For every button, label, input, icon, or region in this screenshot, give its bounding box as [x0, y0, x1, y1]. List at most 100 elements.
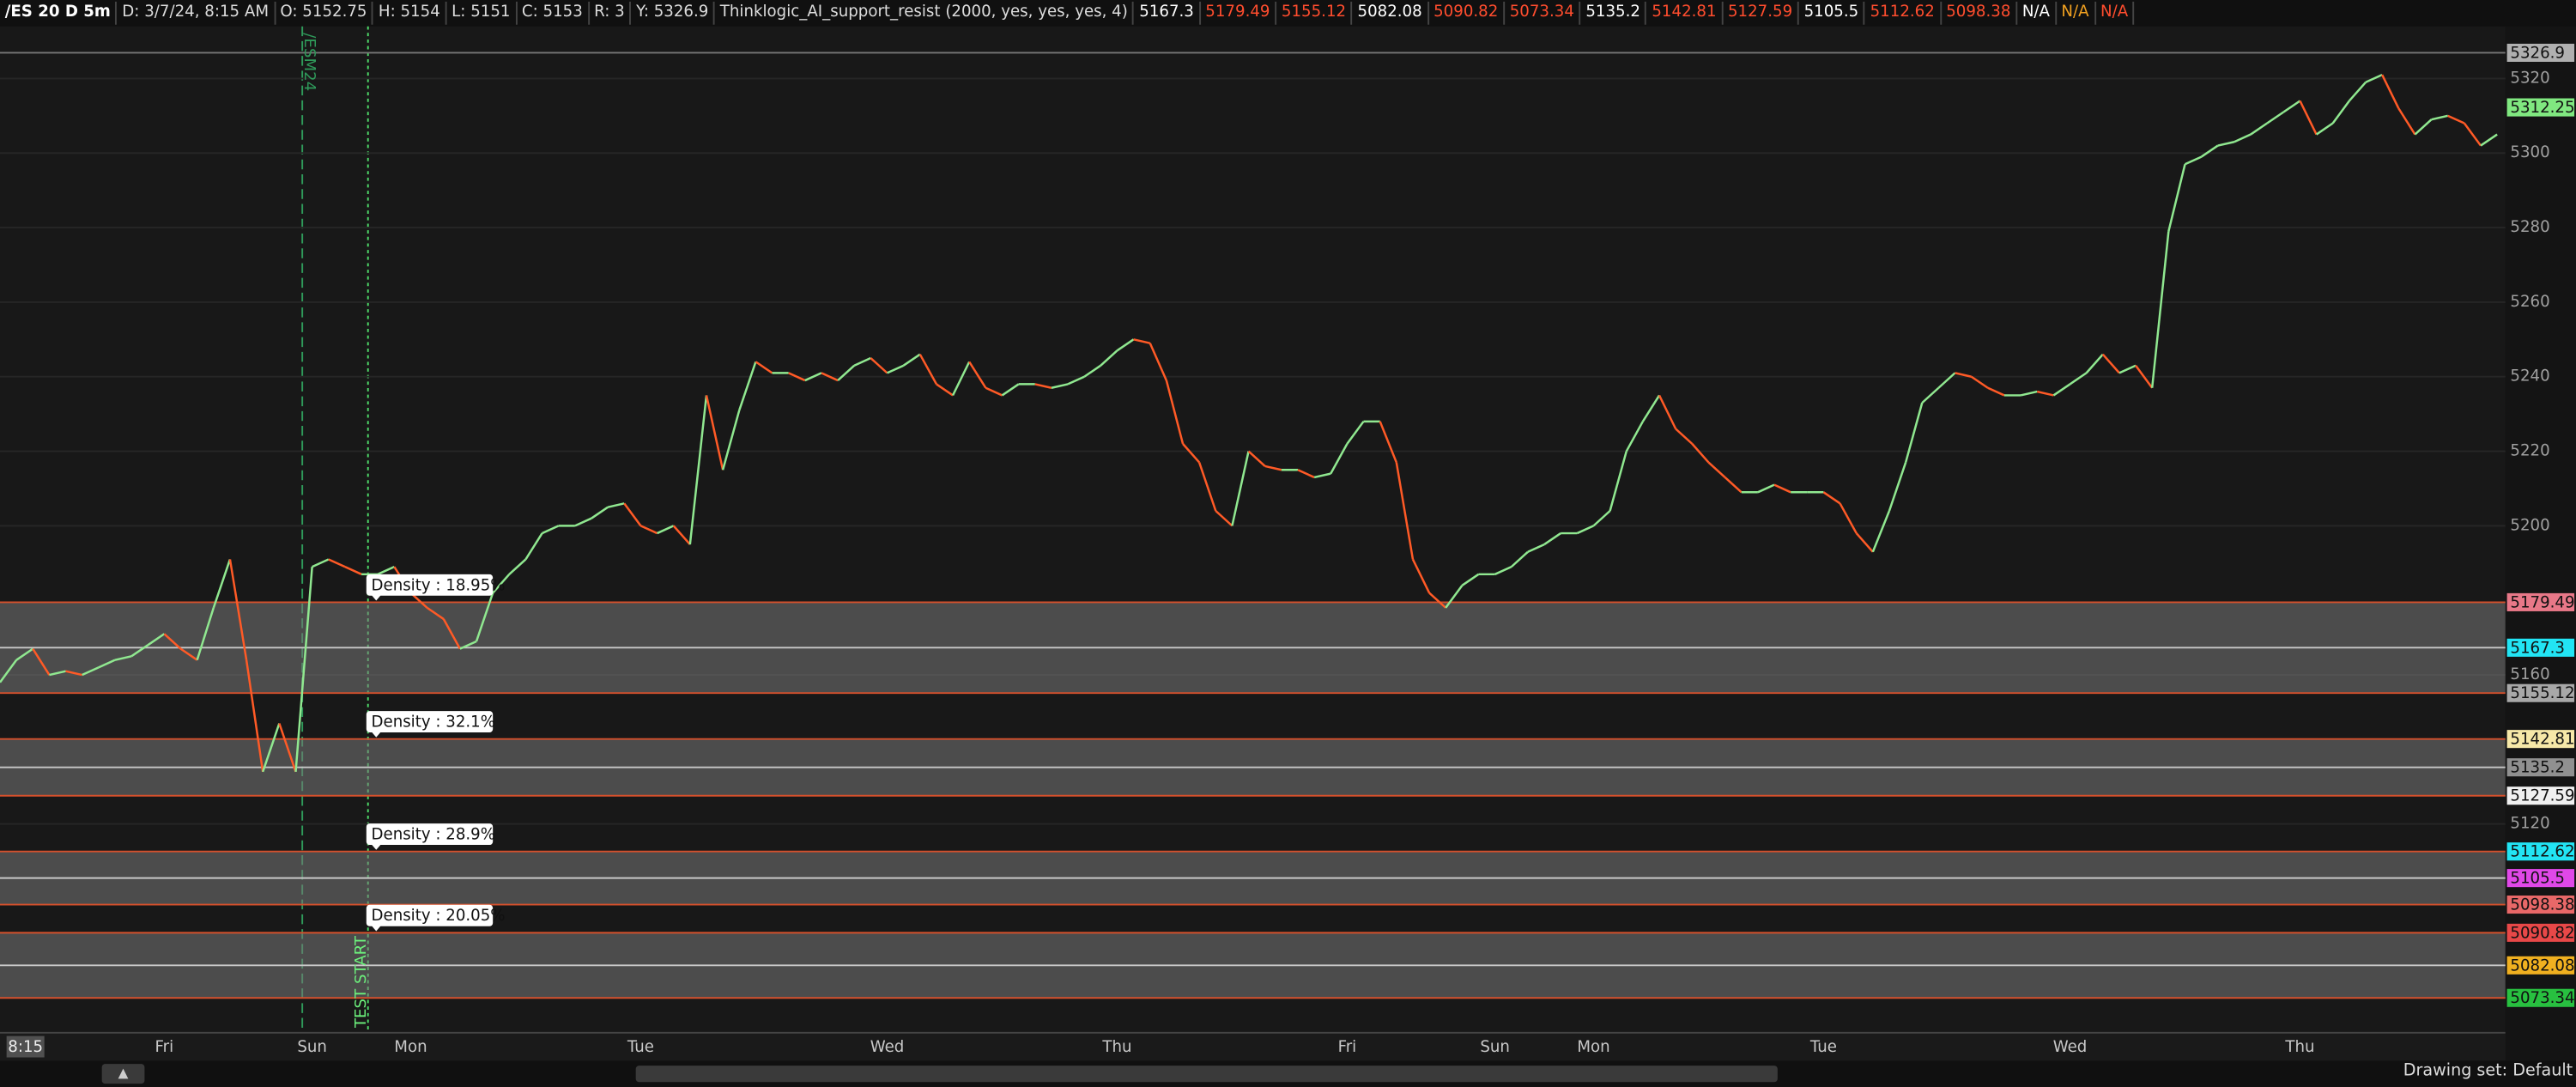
- price-segment: [1691, 443, 1710, 464]
- study-value: 5112.62: [1865, 1, 1942, 25]
- study-value: N/A: [2095, 1, 2135, 25]
- density-box: [366, 711, 494, 732]
- price-segment: [15, 647, 33, 661]
- price-label-bg: [2506, 592, 2575, 611]
- price-label: 5142.81: [2510, 731, 2574, 749]
- price-segment: [1215, 510, 1233, 527]
- price-label-bg: [2506, 43, 2575, 63]
- price-label: 5167.3: [2510, 639, 2565, 657]
- price-segment: [1001, 383, 1020, 397]
- price-segment: [1330, 443, 1349, 475]
- price-label: 5127.59: [2510, 787, 2574, 805]
- y-tick-label: 5240: [2510, 367, 2549, 386]
- price-segment: [1609, 451, 1627, 512]
- price-label-bg: [2506, 730, 2575, 749]
- price-segment: [278, 723, 297, 773]
- study-value: 5135.2: [1581, 1, 1647, 25]
- study-value: 5142.81: [1647, 1, 1724, 25]
- price-axis: [2505, 26, 2576, 1061]
- price-segment: [212, 559, 232, 609]
- density-box: [366, 574, 494, 596]
- study-value: 5179.49: [1201, 1, 1277, 25]
- y-tick-label: 5260: [2510, 293, 2549, 311]
- price-segment: [1576, 525, 1594, 535]
- price-segment: [344, 565, 362, 575]
- x-tick-label: Tue: [627, 1038, 654, 1056]
- density-pointer: [371, 925, 382, 932]
- header-item: Y: 5326.9: [631, 1, 716, 25]
- price-segment: [623, 502, 642, 527]
- price-segment: [2282, 100, 2301, 113]
- price-segment: [542, 525, 560, 535]
- price-segment: [804, 372, 822, 382]
- header-bar: /ES 20 D 5m D: 3/7/24, 8:15 AM O: 5152.75 H…: [0, 0, 2576, 27]
- drawing-set[interactable]: Drawing set: Default: [2403, 1062, 2573, 1081]
- price-segment: [837, 364, 856, 381]
- price-segment: [1888, 462, 1907, 512]
- price-segment: [2431, 114, 2448, 121]
- price-segment: [163, 633, 182, 650]
- price-segment: [2052, 383, 2071, 397]
- price-segment: [2184, 155, 2203, 166]
- scrollbar[interactable]: [635, 1066, 1778, 1083]
- price-segment: [1165, 380, 1185, 445]
- x-tick-label: Wed: [2053, 1038, 2088, 1056]
- price-segment: [755, 361, 773, 374]
- price-segment: [1133, 338, 1151, 344]
- footer-bar: ▲ Drawing set: Default: [0, 1060, 2576, 1087]
- price-label-bg: [2506, 923, 2575, 942]
- price-segment: [459, 640, 477, 650]
- zones: [0, 601, 2506, 999]
- density-pointer: [371, 594, 382, 601]
- price-segment: [1955, 372, 1972, 378]
- density-label: Density : 18.95%: [372, 576, 506, 594]
- price-segment: [1182, 443, 1201, 464]
- collapse-button[interactable]: ▲: [101, 1064, 145, 1084]
- price-segment: [1264, 465, 1282, 471]
- price-label-bg: [2506, 683, 2575, 702]
- study-value: 5105.5: [1799, 1, 1865, 25]
- y-tick-label: 5280: [2510, 218, 2549, 236]
- price-segment: [2348, 81, 2367, 102]
- price-segment: [2299, 100, 2318, 136]
- y-tick-label: 5300: [2510, 143, 2549, 161]
- expiry-label: /ESM24: [300, 33, 318, 91]
- price-segment: [475, 592, 494, 642]
- price-label: 5135.2: [2510, 759, 2565, 777]
- price-segment: [1510, 550, 1529, 568]
- price-segment: [1641, 394, 1661, 422]
- price-segment: [228, 559, 248, 660]
- price-segment: [1445, 585, 1464, 609]
- price-segment: [1987, 386, 2005, 397]
- price-segment: [2266, 111, 2285, 124]
- price-segment: [2381, 74, 2400, 109]
- x-tick-label: Sun: [1480, 1038, 1510, 1056]
- header-item: H: 5154: [373, 1, 447, 25]
- price-segment: [312, 558, 330, 568]
- cursor-time-bg: [6, 1035, 45, 1058]
- price-segment: [1592, 510, 1611, 527]
- price-segment: [2135, 364, 2154, 389]
- price-segment: [2069, 372, 2088, 386]
- price-segment: [1247, 450, 1266, 467]
- density-pointer: [371, 732, 382, 738]
- price-segment: [1871, 510, 1891, 553]
- price-label-bg: [2506, 638, 2575, 657]
- price-label-bg: [2506, 758, 2575, 777]
- price-label-bg: [2506, 869, 2575, 888]
- price-segment: [2036, 390, 2054, 397]
- study-value: 5073.34: [1505, 1, 1581, 25]
- price-segment: [1411, 558, 1431, 594]
- price-segment: [82, 666, 100, 677]
- density-label: Density : 20.05%: [372, 907, 506, 925]
- price-segment: [853, 356, 871, 367]
- price-segment: [1707, 461, 1726, 478]
- price-segment: [2167, 163, 2186, 232]
- price-segment: [2365, 73, 2383, 83]
- symbol: /ES 20 D 5m: [0, 1, 118, 25]
- study-value: N/A: [2057, 1, 2096, 25]
- price-segment: [262, 723, 281, 773]
- price-segment: [492, 573, 511, 594]
- price-segment: [2331, 100, 2350, 124]
